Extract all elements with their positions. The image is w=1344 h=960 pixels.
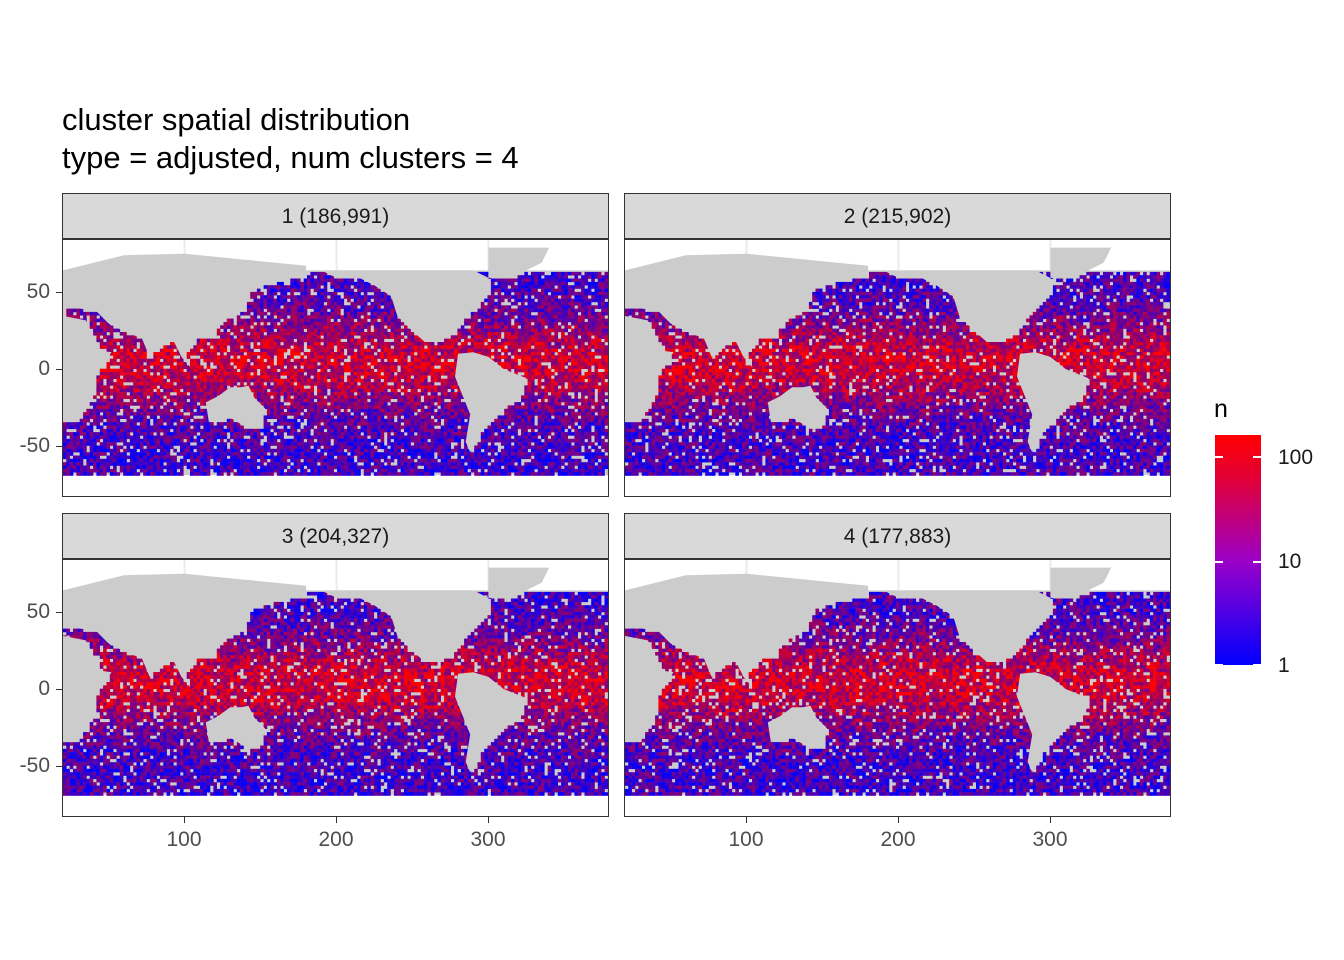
land-mass: [455, 672, 527, 773]
ocean-cells: [63, 591, 608, 796]
x-tick-mark: [746, 817, 748, 823]
chart-subtitle: type = adjusted, num clusters = 4: [62, 142, 519, 173]
land-mass: [321, 270, 489, 342]
legend-tick-mark: [1253, 561, 1261, 563]
x-tick-mark: [898, 817, 900, 823]
legend-label-100: 100: [1278, 446, 1313, 470]
land-mass: [205, 385, 266, 427]
y-tick-label: 0: [10, 357, 50, 381]
legend-tick-mark: [1215, 456, 1223, 458]
land-mass: [63, 315, 112, 423]
land-mass: [488, 247, 550, 278]
land-mass: [883, 270, 1051, 342]
land-mass: [625, 635, 674, 743]
y-tick-mark: [56, 612, 62, 614]
land-mass: [63, 253, 307, 368]
x-tick-label: 100: [154, 828, 214, 852]
x-tick-label: 200: [306, 828, 366, 852]
land-mass: [321, 590, 489, 662]
y-tick-mark: [56, 689, 62, 691]
land-mass: [767, 705, 828, 747]
land-mass: [767, 385, 828, 427]
facet-strip-2: 2 (215,902): [624, 193, 1171, 239]
y-tick-label: 0: [10, 677, 50, 701]
x-tick-mark: [336, 817, 338, 823]
facet-panel-4: [624, 559, 1171, 817]
facet-map-3: [63, 560, 608, 796]
land-mass: [1017, 672, 1089, 773]
facet-panel-3: [62, 559, 609, 817]
legend-title: n: [1214, 395, 1228, 424]
land-mass: [625, 253, 869, 368]
y-tick-mark: [56, 446, 62, 448]
x-tick-label: 300: [458, 828, 518, 852]
legend-tick-mark: [1253, 456, 1261, 458]
land-mass: [63, 573, 307, 688]
facet-strip-4: 4 (177,883): [624, 513, 1171, 559]
x-tick-label: 200: [868, 828, 928, 852]
ocean-cells: [625, 271, 1170, 476]
y-tick-mark: [56, 292, 62, 294]
x-tick-label: 100: [716, 828, 776, 852]
facet-panel-2: [624, 239, 1171, 497]
legend-colorbar: [1215, 435, 1261, 665]
y-tick-label: 50: [10, 280, 50, 304]
land-mass: [1050, 567, 1112, 598]
legend-label-1: 1: [1278, 654, 1290, 678]
land-mass: [63, 635, 112, 743]
land-mass: [625, 573, 869, 688]
land-mass: [455, 352, 527, 453]
x-tick-mark: [184, 817, 186, 823]
y-tick-mark: [56, 369, 62, 371]
land-mass: [1017, 352, 1089, 453]
legend-label-10: 10: [1278, 550, 1301, 574]
legend-tick-mark: [1253, 664, 1261, 666]
ocean-cells: [625, 591, 1170, 796]
x-tick-label: 300: [1020, 828, 1080, 852]
land-mass: [1050, 247, 1112, 278]
legend-tick-mark: [1215, 561, 1223, 563]
ocean-cells: [63, 271, 608, 476]
x-tick-mark: [1050, 817, 1052, 823]
facet-map-1: [63, 240, 608, 476]
facet-panel-1: [62, 239, 609, 497]
y-tick-label: 50: [10, 600, 50, 624]
y-tick-label: -50: [10, 754, 50, 778]
facet-strip-3: 3 (204,327): [62, 513, 609, 559]
legend-tick-mark: [1215, 664, 1223, 666]
land-mass: [205, 705, 266, 747]
land-mass: [625, 315, 674, 423]
facet-strip-1: 1 (186,991): [62, 193, 609, 239]
land-mass: [488, 567, 550, 598]
y-tick-mark: [56, 766, 62, 768]
y-tick-label: -50: [10, 434, 50, 458]
facet-map-2: [625, 240, 1170, 476]
chart-title: cluster spatial distribution: [62, 104, 410, 135]
facet-map-4: [625, 560, 1170, 796]
land-mass: [883, 590, 1051, 662]
x-tick-mark: [488, 817, 490, 823]
